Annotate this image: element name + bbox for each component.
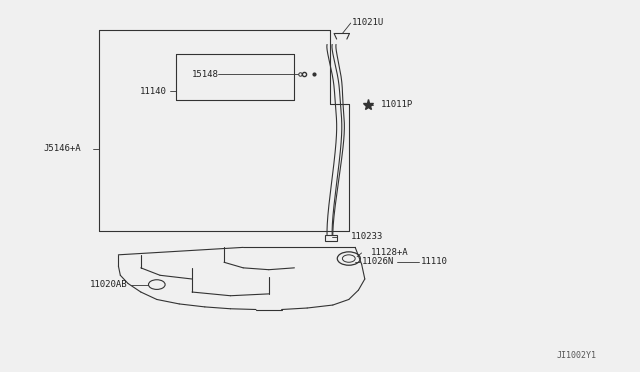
Text: 15148: 15148 xyxy=(192,70,219,79)
Text: 110233: 110233 xyxy=(351,232,383,241)
Text: 11026N: 11026N xyxy=(362,257,394,266)
Text: 11020AB: 11020AB xyxy=(90,280,127,289)
Text: 11011P: 11011P xyxy=(381,100,413,109)
Text: 11128+A: 11128+A xyxy=(371,248,409,257)
Text: JI1002Y1: JI1002Y1 xyxy=(557,351,596,360)
Text: J5146+A: J5146+A xyxy=(44,144,81,153)
Text: 11110: 11110 xyxy=(420,257,447,266)
Text: 11140: 11140 xyxy=(140,87,166,96)
Bar xyxy=(325,235,337,241)
Text: 11021U: 11021U xyxy=(352,18,384,27)
